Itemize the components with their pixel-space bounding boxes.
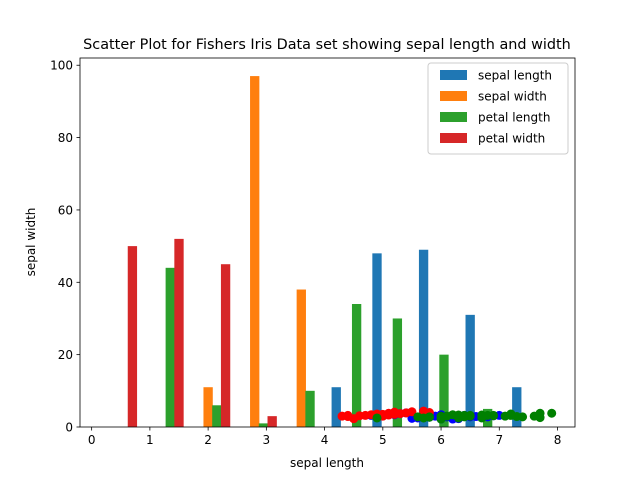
legend-label-1: sepal width <box>478 90 547 104</box>
bar-0-0 <box>331 387 341 427</box>
x-tick-label-3: 3 <box>263 433 271 447</box>
scatter-point-2-21 <box>477 413 487 423</box>
scatter-point-2-0 <box>372 413 382 423</box>
plot-area <box>127 76 557 427</box>
bar-1-2 <box>296 289 306 427</box>
chart-title: Scatter Plot for Fishers Iris Data set s… <box>83 37 571 53</box>
scatter-point-2-24 <box>465 410 475 420</box>
bar-3-0 <box>127 246 138 427</box>
bar-3-2 <box>220 264 231 427</box>
x-axis: 0 1 2 3 4 5 6 7 8 <box>88 427 562 447</box>
x-tick-label-1: 1 <box>146 433 154 447</box>
scatter-point-1-19 <box>384 410 394 420</box>
bar-2-3 <box>305 390 315 427</box>
y-tick-label-2: 40 <box>58 276 73 290</box>
x-tick-label-4: 4 <box>321 433 329 447</box>
bar-1-1 <box>250 76 260 427</box>
scatter-point-2-26 <box>506 410 516 420</box>
x-tick-label-6: 6 <box>437 433 445 447</box>
y-tick-label-5: 100 <box>50 59 73 73</box>
legend-box <box>427 62 569 155</box>
x-tick-label-7: 7 <box>495 433 503 447</box>
bar-0-3 <box>465 314 475 427</box>
bar-2-1 <box>212 405 222 427</box>
scatter-point-1-17 <box>343 412 353 422</box>
legend-label-3: petal width <box>478 132 545 146</box>
x-tick-label-0: 0 <box>88 433 96 447</box>
bar-2-0 <box>165 267 175 427</box>
plot-frame <box>79 57 576 428</box>
scatter-point-2-28 <box>424 412 434 422</box>
bar-series-0 <box>331 249 522 427</box>
bar-1-0 <box>203 387 213 427</box>
legend-swatch-0 <box>440 70 467 80</box>
legend-swatch-3 <box>440 133 467 143</box>
scatter-point-2-18 <box>535 413 545 423</box>
legend-label-2: petal length <box>478 111 550 125</box>
y-tick-label-0: 0 <box>65 421 73 435</box>
legend: sepal length sepal width petal length petal… <box>427 62 569 155</box>
legend-swatch-1 <box>440 91 467 101</box>
bar-series-1 <box>203 76 306 427</box>
y-axis-label: sepal width <box>24 208 38 277</box>
x-axis-label: sepal length <box>290 456 364 470</box>
scatter-group-1 <box>337 406 434 424</box>
scatter-point-2-15 <box>518 412 528 422</box>
legend-label-0: sepal length <box>478 69 552 83</box>
y-tick-label-4: 80 <box>58 131 73 145</box>
bar-3-1 <box>174 238 184 427</box>
scatter-point-1-12 <box>407 407 417 417</box>
x-tick-label-2: 2 <box>204 433 212 447</box>
scatter-point-2-27 <box>488 410 498 420</box>
y-tick-label-3: 60 <box>58 203 73 217</box>
legend-swatch-2 <box>440 112 467 122</box>
bar-2-5 <box>392 318 403 427</box>
bar-0-4 <box>512 387 522 427</box>
x-tick-label-8: 8 <box>554 433 562 447</box>
x-tick-label-5: 5 <box>379 433 387 447</box>
y-tick-label-1: 20 <box>58 348 73 362</box>
scatter-point-2-25 <box>436 414 446 424</box>
bar-3-3 <box>267 416 277 427</box>
bar-0-1 <box>372 253 382 427</box>
scatter-point-2-19 <box>547 408 557 418</box>
scatter-group-2 <box>372 408 557 424</box>
y-axis: 0 20 40 60 80 100 <box>50 59 80 435</box>
bar-2-4 <box>351 304 362 427</box>
bar-0-2 <box>418 249 429 427</box>
bar-2-2 <box>258 423 269 427</box>
bar-2-6 <box>439 354 449 427</box>
bar-series-3 <box>127 238 277 427</box>
